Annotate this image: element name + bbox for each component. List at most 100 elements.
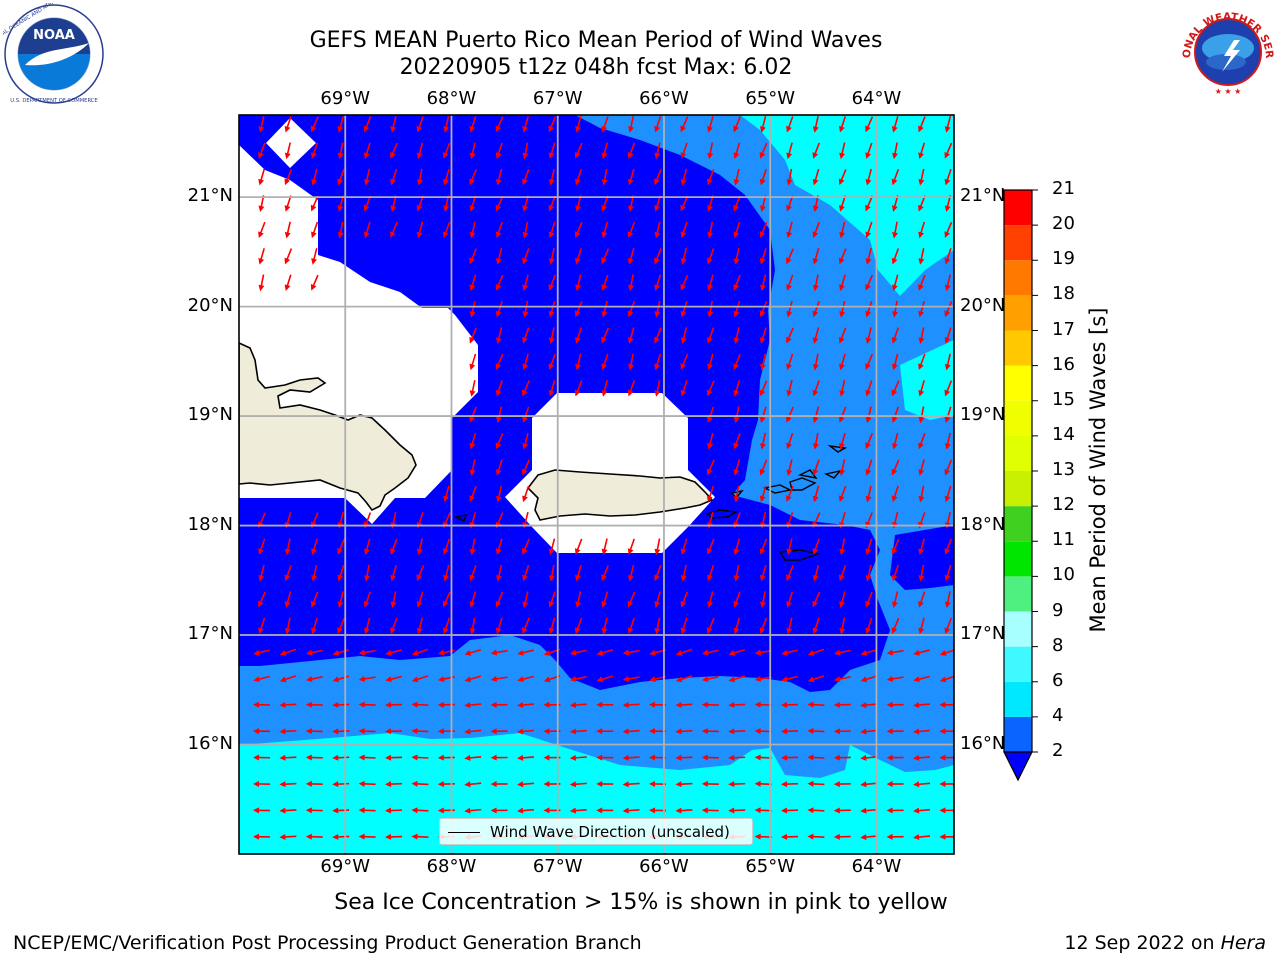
- wave-direction-arrow: [654, 300, 661, 318]
- wave-direction-arrow: [812, 301, 820, 318]
- wave-direction-arrow: [464, 648, 482, 656]
- wave-direction-arrow: [754, 701, 772, 708]
- wave-direction-arrow: [833, 649, 851, 656]
- wave-direction-arrow: [469, 406, 477, 423]
- wave-direction-arrow: [596, 728, 614, 735]
- wave-direction-arrow: [548, 564, 555, 582]
- wave-direction-arrow: [913, 702, 931, 709]
- wave-direction-arrow: [944, 248, 952, 265]
- colorbar-tick-label: 2: [1052, 740, 1064, 761]
- wave-direction-arrow: [812, 564, 820, 582]
- wave-direction-arrow: [781, 833, 799, 840]
- wave-direction-arrow: [680, 564, 687, 582]
- wave-direction-arrow: [548, 142, 556, 159]
- wave-direction-arrow: [469, 300, 476, 318]
- wave-direction-arrow: [575, 591, 582, 609]
- wave-direction-arrow: [786, 116, 794, 133]
- wave-direction-arrow: [284, 617, 291, 635]
- wave-direction-arrow: [522, 538, 530, 555]
- wave-direction-arrow: [385, 807, 403, 814]
- wave-direction-arrow: [279, 701, 297, 708]
- wave-direction-arrow: [253, 728, 271, 735]
- wave-direction-arrow: [891, 274, 899, 292]
- wave-direction-arrow: [464, 807, 482, 814]
- wave-direction-arrow: [596, 675, 614, 683]
- wave-direction-arrow: [865, 116, 874, 133]
- wave-direction-arrow: [786, 221, 793, 239]
- wave-direction-arrow: [310, 195, 319, 212]
- wave-direction-arrow: [865, 221, 873, 239]
- wave-direction-arrow: [754, 780, 772, 787]
- wave-direction-arrow: [680, 116, 689, 133]
- wave-direction-arrow: [495, 406, 503, 424]
- wave-direction-arrow: [337, 221, 344, 239]
- wave-direction-arrow: [733, 538, 741, 556]
- wave-direction-arrow: [706, 485, 715, 503]
- wave-direction-arrow: [548, 221, 556, 239]
- wave-direction-arrow: [865, 274, 874, 291]
- wave-direction-arrow: [754, 833, 772, 840]
- wave-direction-arrow: [918, 195, 926, 212]
- wave-direction-arrow: [522, 142, 529, 160]
- wave-direction-arrow: [574, 538, 583, 555]
- wave-direction-arrow: [860, 675, 878, 683]
- wave-direction-arrow: [495, 142, 503, 159]
- wave-direction-arrow: [622, 781, 640, 788]
- wave-direction-arrow: [701, 780, 719, 787]
- wave-direction-arrow: [807, 675, 825, 683]
- wave-direction-arrow: [812, 116, 819, 133]
- lon-label-top: 64°W: [851, 88, 902, 109]
- wave-direction-arrow: [865, 591, 873, 608]
- wave-direction-arrow: [305, 701, 323, 708]
- wave-direction-arrow: [569, 728, 587, 735]
- wave-direction-arrow: [596, 701, 614, 708]
- wave-direction-arrow: [310, 591, 319, 608]
- wave-direction-arrow: [358, 649, 376, 656]
- wave-direction-arrow: [839, 274, 846, 291]
- wave-direction-arrow: [812, 591, 821, 608]
- wave-direction-arrow: [781, 649, 798, 656]
- wave-direction-arrow: [839, 142, 846, 160]
- wave-direction-arrow: [833, 754, 851, 761]
- wave-direction-arrow: [601, 300, 608, 318]
- wave-direction-arrow: [860, 807, 878, 814]
- wave-direction-arrow: [759, 564, 767, 582]
- wave-direction-arrow: [258, 617, 266, 635]
- wave-direction-arrow: [759, 248, 767, 265]
- wave-direction-arrow: [385, 675, 402, 683]
- wave-direction-arrow: [839, 617, 846, 635]
- wave-direction-arrow: [601, 195, 609, 212]
- wave-direction-arrow: [601, 168, 608, 186]
- colorbar-tick-label: 4: [1052, 704, 1064, 726]
- wave-direction-arrow: [707, 221, 714, 239]
- wave-direction-arrow: [759, 459, 768, 476]
- wave-direction-arrow: [812, 168, 820, 186]
- wave-direction-arrow: [442, 538, 451, 555]
- wave-direction-arrow: [680, 591, 689, 608]
- wave-direction-arrow: [517, 675, 534, 683]
- wave-direction-arrow: [786, 248, 794, 265]
- wave-direction-arrow: [279, 833, 297, 840]
- wave-direction-arrow: [469, 459, 476, 477]
- wave-direction-arrow: [706, 327, 715, 344]
- wave-direction-arrow: [411, 807, 429, 814]
- wave-direction-arrow: [416, 142, 424, 160]
- wave-direction-arrow: [390, 617, 398, 635]
- wave-direction-arrow: [279, 675, 297, 683]
- wave-direction-arrow: [812, 538, 820, 555]
- wave-direction-arrow: [310, 142, 319, 159]
- lat-label-left: 21°N: [187, 185, 233, 207]
- wave-direction-arrow: [886, 701, 904, 708]
- lon-label-top: 66°W: [639, 88, 689, 109]
- wave-direction-arrow: [944, 142, 953, 159]
- wave-direction-arrow: [913, 834, 931, 841]
- wave-direction-arrow: [627, 301, 636, 318]
- wave-direction-arrow: [944, 116, 952, 133]
- wave-direction-arrow: [865, 406, 872, 424]
- colorbar-tick-label: 17: [1052, 318, 1075, 340]
- wave-direction-arrow: [627, 591, 636, 608]
- wave-direction-arrow: [680, 195, 689, 212]
- wave-direction-arrow: [680, 538, 688, 555]
- wave-direction-arrow: [786, 406, 794, 423]
- wave-direction-arrow: [490, 728, 508, 735]
